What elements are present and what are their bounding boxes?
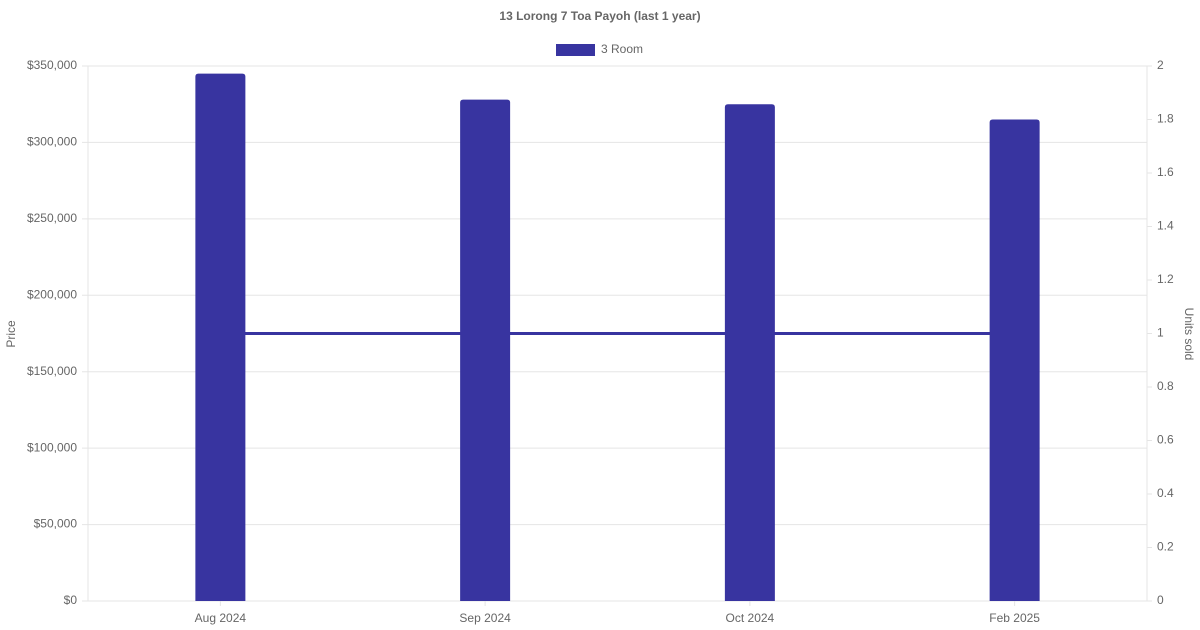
y-tick-label: $50,000 [34,517,78,531]
y2-tick-label: 2 [1157,58,1164,72]
y2-tick-label: 0.2 [1157,540,1174,554]
y-tick-label: $300,000 [27,135,77,149]
y-tick-label: $250,000 [27,211,77,225]
bar [460,99,511,601]
y2-tick-label: 1.8 [1157,112,1174,126]
y2-tick-label: 1.6 [1157,165,1174,179]
legend-label: 3 Room [601,42,643,56]
bar [724,104,775,601]
y2-tick-label: 0 [1157,593,1164,607]
x-tick-label: Oct 2024 [726,611,775,625]
y-tick-label: $150,000 [27,364,77,378]
y-tick-label: $100,000 [27,440,77,454]
x-tick-label: Aug 2024 [195,611,247,625]
x-tick-label: Feb 2025 [989,611,1040,625]
chart-title: 13 Lorong 7 Toa Payoh (last 1 year) [499,9,700,23]
y2-axis-label: Units sold [1182,308,1196,361]
y2-tick-label: 0.8 [1157,379,1174,393]
y2-tick-label: 0.6 [1157,433,1174,447]
y2-tick-label: 1.2 [1157,272,1174,286]
bar [989,119,1040,601]
y-axis-label: Price [4,320,18,348]
y2-tick-label: 0.4 [1157,486,1174,500]
bar [195,73,246,601]
x-tick-label: Sep 2024 [459,611,511,625]
y-tick-label: $350,000 [27,58,77,72]
legend-swatch [556,44,595,56]
y-tick-label: $200,000 [27,287,77,301]
y2-tick-label: 1 [1157,326,1164,340]
y2-tick-label: 1.4 [1157,219,1174,233]
y-tick-label: $0 [64,593,78,607]
